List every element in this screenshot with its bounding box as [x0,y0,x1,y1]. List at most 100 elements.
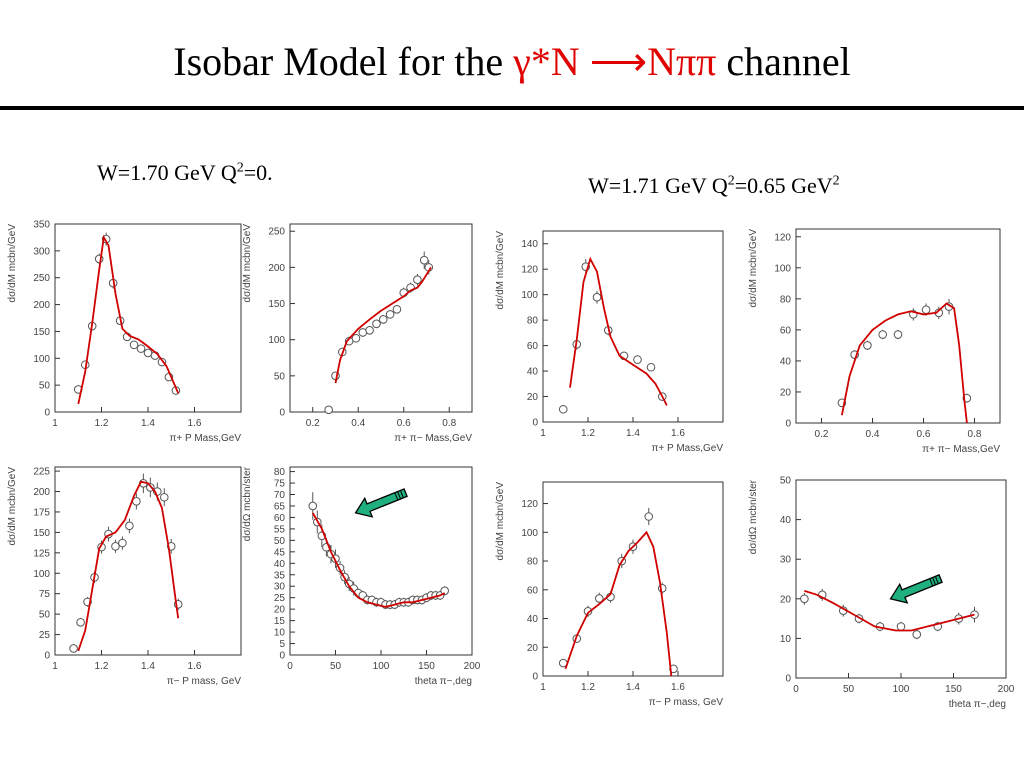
x-tick-label: 0.2 [306,418,320,429]
plot-frame [795,479,1007,679]
y-tick-label: 120 [521,499,538,510]
x-tick-label: 0.8 [968,429,982,440]
y-tick-label: 175 [33,507,50,518]
x-tick-label: 1.2 [95,418,109,429]
y-tick-label: 0 [44,408,50,419]
x-axis-label: π− P mass, GeV [649,697,724,708]
y-tick-label: 50 [39,381,51,392]
y-axis-label: dσ/dM mcbn/GeV [495,482,506,561]
arrow-hatch [397,491,402,500]
data-point [372,319,381,329]
data-point [385,310,395,319]
y-tick-label: 100 [521,528,538,539]
x-axis-label: theta π−,deg [949,699,1006,710]
data-point [878,330,888,339]
x-tick-label: 1.4 [626,682,640,693]
model-curve [334,266,432,384]
y-tick-label: 40 [780,356,792,367]
data-point [583,607,593,616]
x-tick-label: 1 [540,428,546,439]
y-tick-label: 45 [274,547,286,558]
chart-panel-8: 0 50 100 150 200 0 10 20 30 40 50 theta π−,deg dσ/dΩ… [748,476,1015,711]
data-point [893,330,903,339]
x-tick-label: 0 [793,684,799,695]
x-tick-label: 1.4 [141,661,155,672]
chart-panel-2: 0.2 0.4 0.6 0.8 0 50 100 150 200 250 π+ π− Mass,Ge… [242,223,473,444]
plot-frame [289,466,473,656]
y-tick-label: 125 [33,548,50,559]
slide-title: Isobar Model for the γ*N ⟶Nππ channel [0,38,1024,85]
model-curve [841,302,968,424]
arrow-hatch [399,490,404,499]
y-tick-label: 15 [274,616,286,627]
y-tick-label: 300 [33,246,50,257]
y-tick-label: 35 [274,570,286,581]
y-tick-label: 100 [268,335,285,346]
data-point [863,341,872,350]
data-point [912,630,922,639]
chart-panel-4: 0.2 0.4 0.6 0.8 0 20 40 60 80 100 120 π+ π− Mass,Ge… [748,228,1001,455]
data-point [111,541,120,551]
data-point [646,362,656,372]
y-tick-label: 80 [527,316,539,327]
data-point [125,521,134,531]
x-tick-label: 0.4 [866,429,880,440]
x-tick-label: 1.6 [671,682,685,693]
x-tick-label: 50 [843,684,855,695]
y-tick-label: 60 [274,513,286,524]
data-point [118,538,127,548]
y-tick-label: 60 [780,325,792,336]
y-axis-label: dσ/dM mcbn/GeV [7,224,18,303]
y-tick-label: 120 [521,265,538,276]
arrow-shape [889,574,943,604]
y-tick-label: 100 [521,290,538,301]
y-tick-label: 30 [780,555,792,566]
y-tick-label: 30 [274,582,286,593]
y-tick-label: 50 [274,371,286,382]
y-tick-label: 70 [274,490,286,501]
x-tick-label: 150 [418,661,435,672]
data-point [594,594,604,603]
y-tick-label: 350 [33,220,50,231]
arrow-shape [354,488,408,518]
x-tick-label: 0.8 [442,418,456,429]
condition-label-left: W=1.70 GeV Q2=0. [97,160,273,186]
chart-panel-6: 0 50 100 150 2000510152025303540455055606570… [242,466,481,687]
data-point [896,622,906,631]
arrow-indicator [354,488,408,518]
data-point [365,325,374,335]
x-tick-label: 0.4 [351,418,365,429]
y-tick-label: 150 [268,299,285,310]
y-tick-label: 120 [774,232,791,243]
x-tick-label: 1.6 [188,661,202,672]
cond-left-text1: W=1.70 GeV Q [97,160,237,185]
model-curve [569,256,668,406]
data-point [308,501,318,511]
plot-frame [54,466,242,656]
chart-panel-7: 1 1.2 1.4 1.6 0 20 40 60 80 100 120 π− P mass, GeV d… [495,481,724,708]
cond-right-sup1: 2 [727,173,735,189]
cond-right-sup2: 2 [832,173,840,189]
y-tick-label: 80 [274,467,286,478]
title-divider [0,106,1024,110]
y-tick-label: 20 [527,643,539,654]
data-point [69,644,78,653]
y-tick-label: 50 [39,610,51,621]
arrow-hatch [929,578,934,587]
y-tick-label: 0 [785,419,791,430]
title-reaction: γ*N ⟶Nππ [513,39,717,84]
data-point [351,333,361,343]
model-curve [804,590,975,632]
x-tick-label: 1.2 [581,428,595,439]
x-tick-label: 0.6 [917,429,931,440]
data-point [413,275,422,284]
y-axis-label: dσ/dM mcbn/GeV [495,231,506,310]
y-tick-label: 140 [521,239,538,250]
cond-right-text2: =0.65 GeV [734,173,833,198]
y-tick-label: 40 [527,614,539,625]
cond-right-text1: W=1.71 GeV Q [588,173,728,198]
plot-frame [795,228,1001,424]
chart-panel-3: 1 1.2 1.4 1.6 0 20 40 60 80 100 120 140 π+ P Mass,Ge… [495,230,724,454]
y-tick-label: 40 [527,367,539,378]
